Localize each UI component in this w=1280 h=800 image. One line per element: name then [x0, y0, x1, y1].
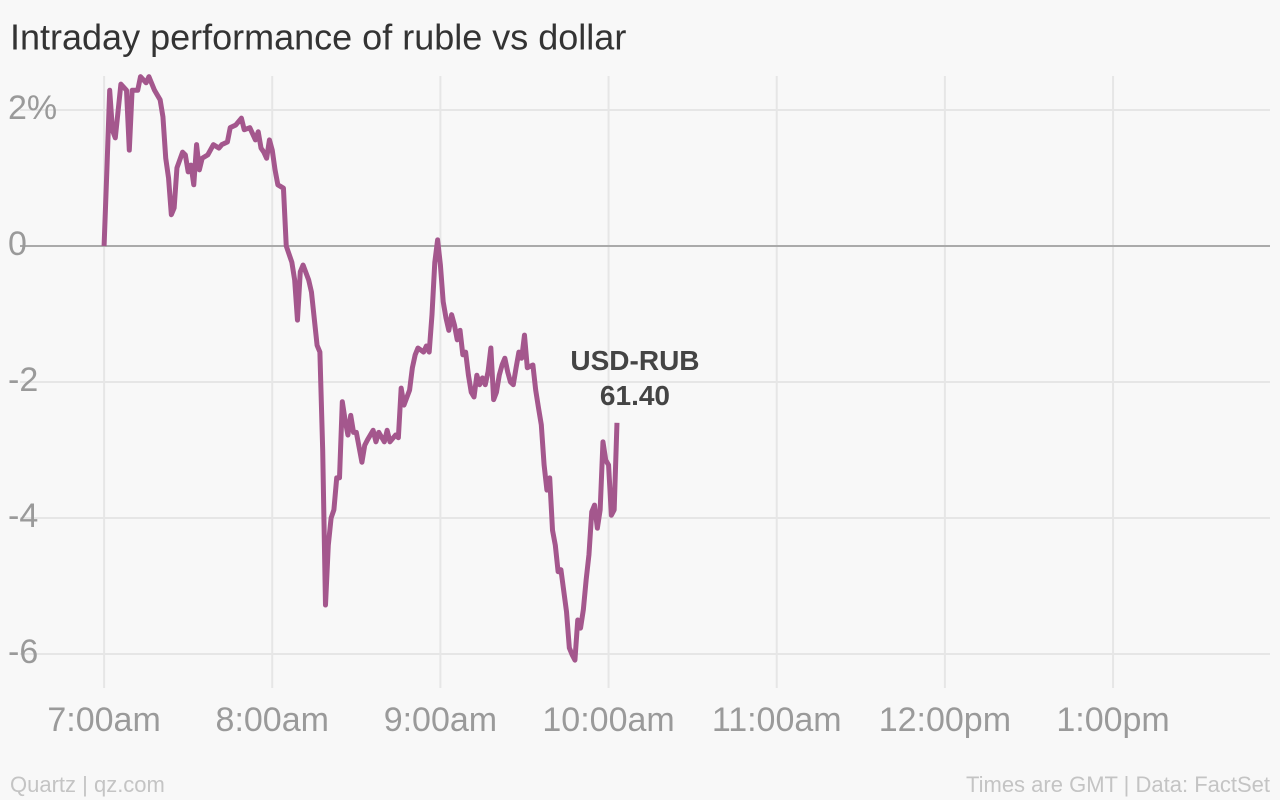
- x-tick-label: 1:00pm: [1056, 701, 1169, 739]
- y-tick-label: 2%: [8, 89, 57, 127]
- footer-source: Quartz | qz.com: [10, 772, 165, 797]
- x-tick-label: 12:00pm: [879, 701, 1011, 739]
- chart-title: Intraday performance of ruble vs dollar: [10, 17, 626, 58]
- y-tick-label: -4: [8, 497, 38, 535]
- annotation-label: USD-RUB: [570, 345, 699, 376]
- y-tick-label: -2: [8, 361, 38, 399]
- x-tick-label: 7:00am: [47, 701, 160, 739]
- x-tick-label: 8:00am: [216, 701, 329, 739]
- line: [101, 74, 620, 663]
- annotation-value: 61.40: [600, 380, 670, 411]
- x-tick-label: 9:00am: [384, 701, 497, 739]
- x-tick-label: 10:00am: [542, 701, 674, 739]
- footer-note: Times are GMT | Data: FactSet: [966, 772, 1270, 797]
- x-tick-label: 11:00am: [712, 701, 842, 739]
- y-tick-label: 0: [8, 225, 27, 263]
- y-tick-label: -6: [8, 633, 38, 671]
